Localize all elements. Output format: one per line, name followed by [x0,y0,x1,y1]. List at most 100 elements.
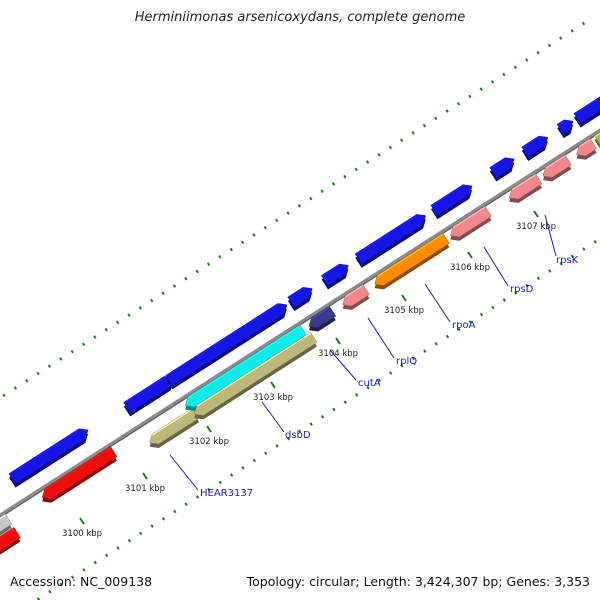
gene-cyan-highlight [187,325,301,399]
outer-tick [13,386,18,390]
major-tick [401,294,407,302]
inner-tick [479,312,484,317]
gene-red [0,527,21,551]
gene-blue-highlight [573,96,600,115]
inner-tick [173,509,177,514]
outer-tick [331,182,336,186]
outer-tick [388,145,392,150]
inner-tick [570,254,575,259]
inner-tick [411,356,416,361]
inner-tick [582,247,586,251]
gene-leader-line [329,349,357,381]
gene-khaki [193,332,318,416]
outer-tick [240,240,245,245]
gene-blue-highlight [489,158,506,169]
outer-tick [275,218,279,223]
outer-tick [309,196,313,201]
inner-tick [502,298,506,302]
gene-khaki-highlight [196,332,311,407]
accession-text: Accession: NC_009138 [10,574,153,589]
inner-tick [377,378,381,383]
inner-tick [82,568,86,572]
outer-tick [445,109,449,113]
kbp-label: 3105 kbp [384,306,424,316]
gene-blue [8,428,89,484]
inner-tick [93,560,97,565]
inner-tick [593,239,597,244]
outer-tick [547,43,552,48]
inner-tick [389,371,393,375]
gene-salmon [450,205,492,238]
outer-tick [2,393,6,398]
outer-tick [127,313,131,317]
inner-tick [207,487,211,492]
outer-tick [195,269,199,274]
kbp-label: 3100 kbp [62,529,102,539]
inner-tick [241,465,245,470]
gene-blue-highlight [321,264,340,278]
gene-label: rpsK [556,255,579,266]
gene-leader-line [261,401,285,433]
major-tick [270,381,276,389]
gene-khaki [149,407,200,445]
gene-blue-highlight [287,287,304,299]
outer-tick [104,327,108,332]
inner-tick [559,261,563,266]
inner-tick [298,429,302,434]
outer-tick [93,335,97,339]
gene-blue-highlight [430,185,464,207]
inner-tick [343,400,347,404]
inner-tick [536,276,541,281]
outer-tick [36,371,40,376]
outer-tick [434,116,438,121]
outer-tick [570,29,574,33]
outer-tick [229,247,233,252]
gene-blue [489,157,515,178]
outer-tick [343,174,347,179]
gene-salmon-highlight [545,155,566,169]
outer-tick [297,204,302,208]
outer-tick [536,50,540,55]
major-tick [335,337,341,345]
gene-salmon [542,154,572,178]
gene-red-highlight [0,527,15,539]
major-tick [79,517,85,525]
gene-orange-highlight [376,233,444,277]
gene-salmon-highlight [344,284,364,298]
genome-summary: Topology: circular; Length: 3,424,307 bp… [246,574,590,589]
outer-tick [525,58,529,62]
outer-tick [172,284,177,288]
inner-tick [127,538,132,543]
inner-tick [195,495,200,499]
outer-tick [184,276,188,281]
outer-tick [150,298,154,303]
inner-tick [275,444,279,448]
major-tick [206,425,212,433]
gene-label: rplQ [396,356,417,367]
gene-navy-highlight [311,306,330,319]
outer-tick [320,189,324,194]
outer-tick [479,87,483,91]
inner-tick [184,502,188,507]
inner-tick [423,349,427,353]
outer-tick [468,94,472,99]
gene-salmon [508,173,543,200]
gene-leader-line [483,246,509,287]
outer-tick [47,364,52,369]
map-title: Herminiimonas arsenicoxydans, complete g… [134,10,466,25]
inner-tick [400,363,404,368]
gene-label: rpoA [452,320,476,331]
gene-blue [354,214,427,265]
gene-red [41,446,118,499]
inner-tick [320,414,325,419]
inner-tick [48,589,52,594]
gene-blue-highlight [521,136,540,149]
outer-tick [411,131,415,135]
outer-tick [81,342,86,347]
outer-tick [286,211,290,215]
gene-leader-line [367,317,395,359]
inner-tick [104,553,109,558]
backbone [0,128,600,517]
inner-tick [286,436,291,441]
